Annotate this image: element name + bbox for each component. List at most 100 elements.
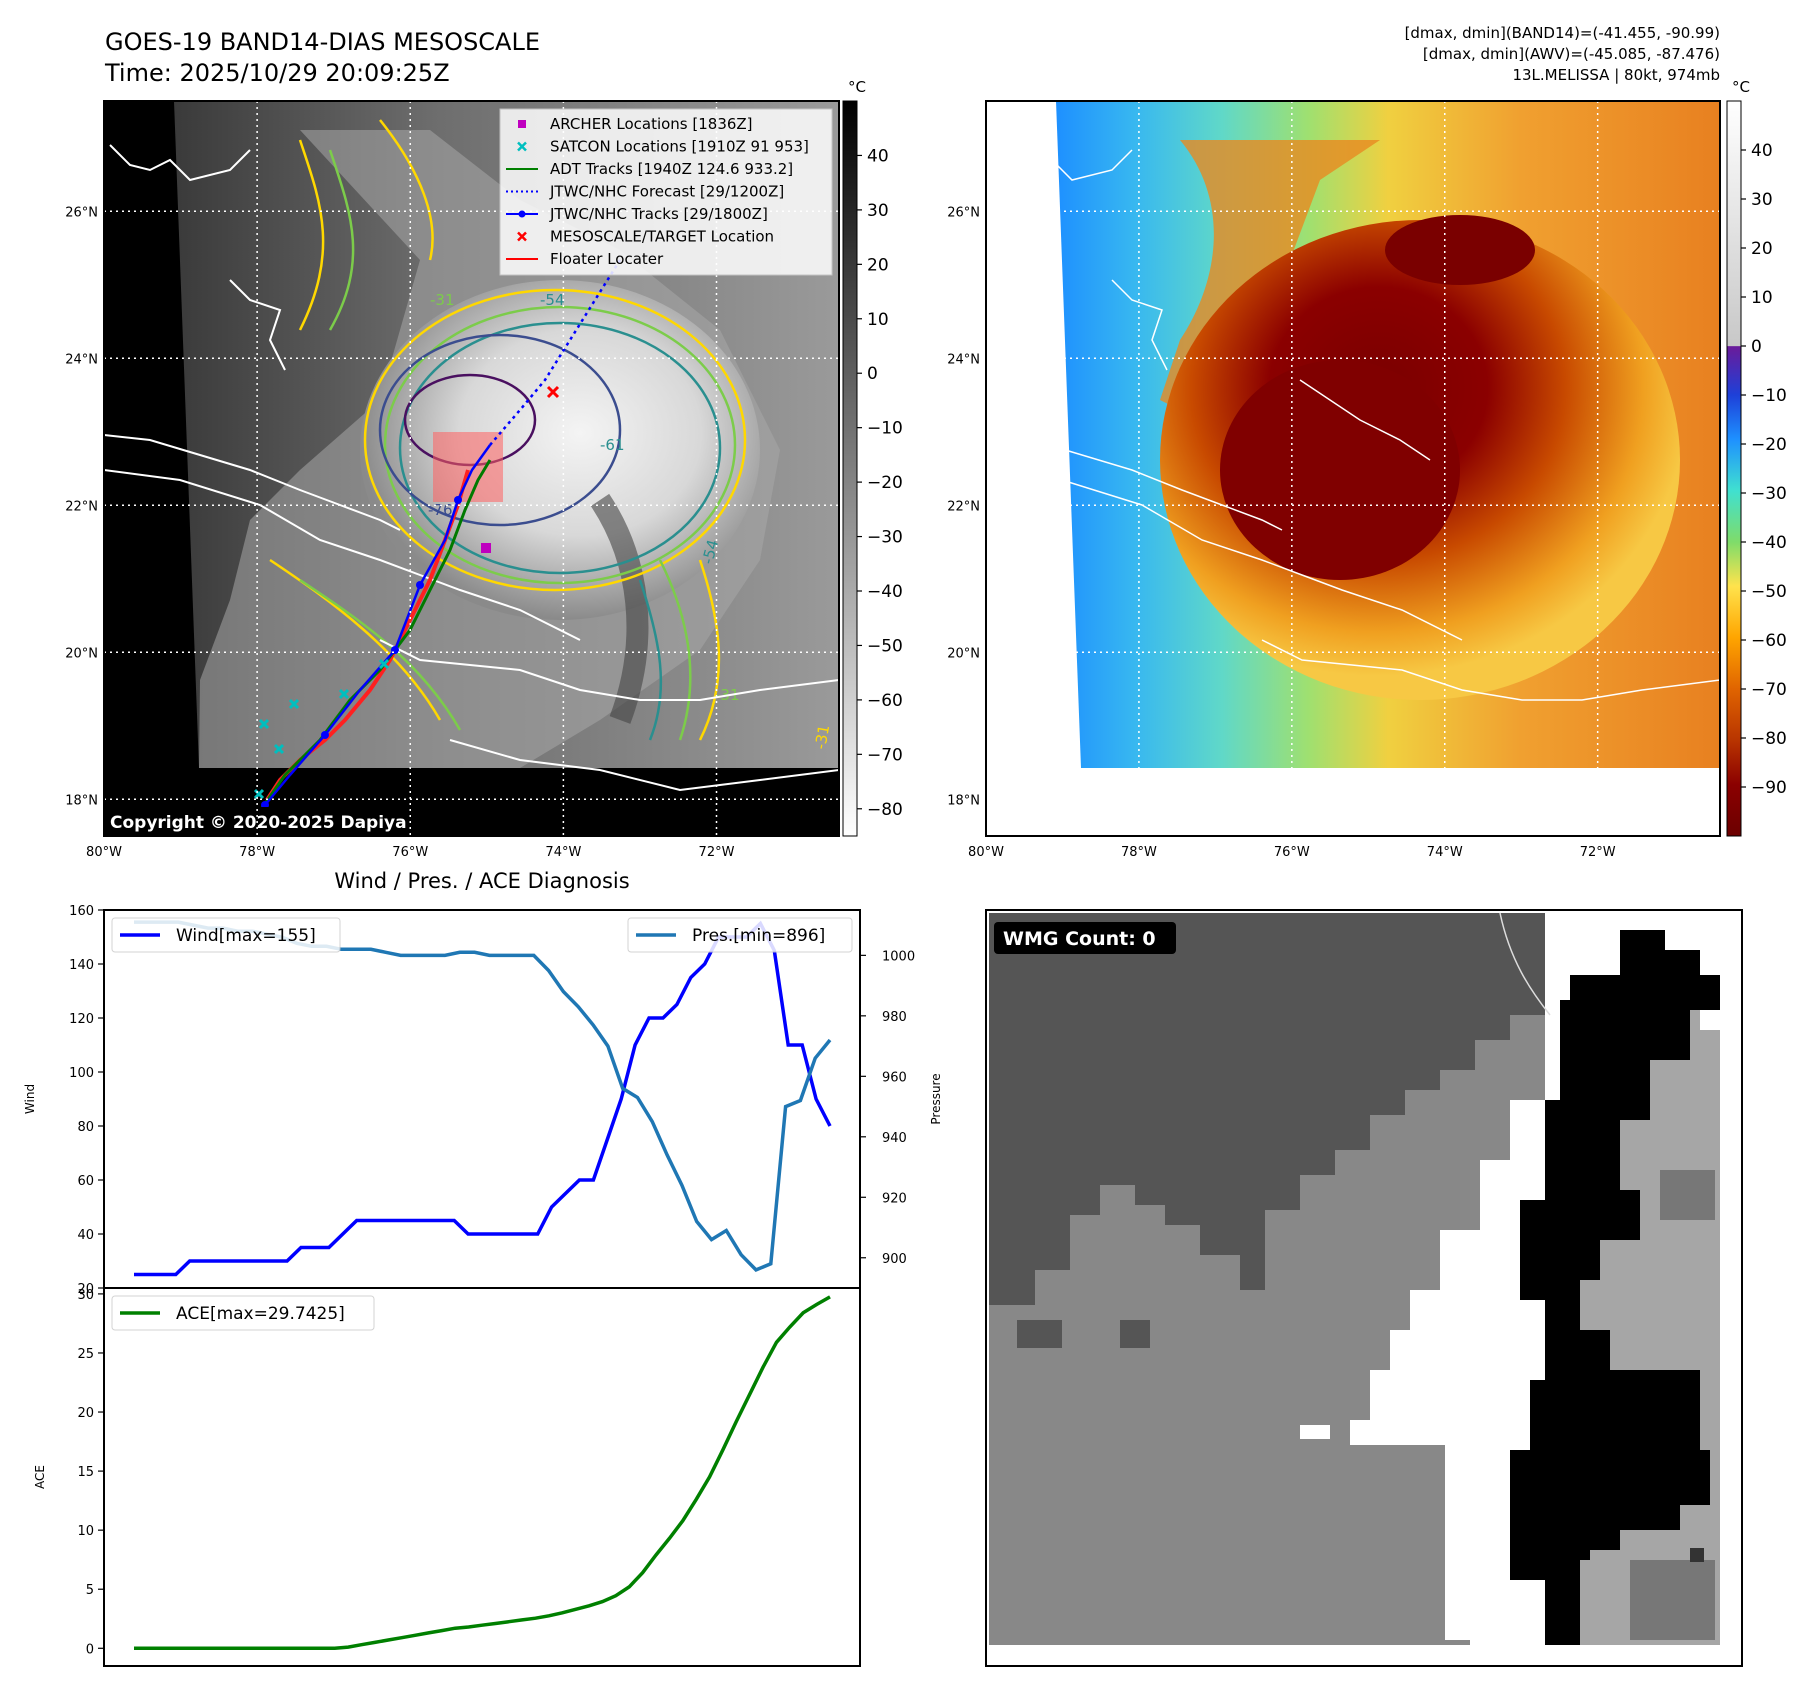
wmg-region-dark bbox=[989, 913, 1545, 1305]
lon-label: 74°W bbox=[545, 845, 581, 860]
plot-area bbox=[104, 910, 860, 1288]
contour-label: -31 bbox=[811, 723, 833, 750]
coastlines bbox=[104, 144, 839, 792]
legend-entry: ADT Tracks [1940Z 124.6 933.2] bbox=[506, 160, 793, 178]
wmg-label-box bbox=[994, 922, 1176, 954]
legend-marker bbox=[517, 141, 527, 152]
coastlines bbox=[986, 144, 1720, 701]
wmg-cell bbox=[1300, 1425, 1330, 1439]
legend-box bbox=[627, 917, 853, 953]
axis-tick-label: 25 bbox=[77, 1347, 94, 1362]
color-colorbar: °C 40 30 20 10 0 −10 −20 −30 −40 −50 −60 −70 −80 −90 bbox=[1726, 78, 1787, 837]
wmg-count-label: WMG Count: 0 bbox=[1003, 928, 1156, 950]
colorbar-tick-label: −20 bbox=[867, 473, 903, 493]
figure-time: Time: 2025/10/29 20:09:25Z bbox=[104, 59, 450, 87]
lon-label: 80°W bbox=[86, 845, 122, 860]
lon-axis-labels: 80°W 78°W 76°W 74°W 72°W bbox=[86, 845, 735, 860]
colorbar-tick-label: −60 bbox=[1751, 631, 1787, 651]
info-band14-range: [dmax, dmin](BAND14)=(-41.455, -90.99) bbox=[1405, 24, 1720, 42]
legend-label: ADT Tracks [1940Z 124.6 933.2] bbox=[550, 160, 793, 178]
figure-title: GOES-19 BAND14-DIAS MESOSCALE bbox=[105, 28, 540, 56]
lat-label: 26°N bbox=[65, 205, 98, 220]
target-location bbox=[546, 385, 560, 399]
colorbar-tick-label: 40 bbox=[1751, 141, 1773, 161]
lat-label: 22°N bbox=[947, 499, 980, 514]
axis-tick-label: 0 bbox=[86, 1642, 94, 1657]
colorbar-tick-label: −50 bbox=[1751, 582, 1787, 602]
axis-tick-label: 920 bbox=[882, 1191, 907, 1206]
axis-tick-label: 140 bbox=[69, 958, 94, 973]
legend-marker-dot bbox=[518, 210, 526, 218]
colorbar-unit: °C bbox=[1732, 78, 1750, 96]
axis-tick-label: 30 bbox=[77, 1288, 94, 1303]
wind-pressure-chart: Wind / Pres. / ACE Diagnosis 20 40 60 80 100… bbox=[23, 869, 943, 1297]
colorbar-tick-label: −70 bbox=[867, 745, 903, 765]
colorbar-tick-label: −70 bbox=[1751, 680, 1787, 700]
contour-label: -76 bbox=[428, 501, 453, 519]
lat-label: 26°N bbox=[947, 205, 980, 220]
colorbar-tick-label: 0 bbox=[1751, 337, 1762, 357]
lat-label: 18°N bbox=[65, 793, 98, 808]
wmg-cell bbox=[1660, 1170, 1715, 1220]
ace-axis-ticks: 0 5 10 15 20 25 30 bbox=[77, 1288, 104, 1657]
wmg-panel: WMG Count: 0 bbox=[985, 909, 1743, 1667]
legend-label: Floater Locater bbox=[550, 250, 664, 268]
map-legend: ARCHER Locations [1836Z] SATCON Locations… bbox=[499, 108, 833, 276]
contour-label: -61 bbox=[600, 436, 625, 454]
wmg-region-mid bbox=[989, 1015, 1545, 1645]
wmg-grid bbox=[989, 912, 1720, 1645]
axis-tick-label: 20 bbox=[77, 1406, 94, 1421]
axis-tick-label: 10 bbox=[77, 1524, 94, 1539]
legend-label: JTWC/NHC Forecast [29/1200Z] bbox=[549, 183, 784, 201]
ace-series-line bbox=[134, 1295, 831, 1651]
colorbar-tick-label: 10 bbox=[867, 310, 889, 330]
axis-tick-label: 20 bbox=[77, 1282, 94, 1297]
colorbar-tick-label: −20 bbox=[1751, 435, 1787, 455]
axis-tick-label: 1000 bbox=[882, 949, 915, 964]
floater-box bbox=[433, 432, 503, 502]
satcon-points bbox=[253, 658, 390, 800]
archer-point bbox=[481, 543, 491, 553]
colorbar-tick-label: −40 bbox=[867, 582, 903, 602]
lon-label: 72°W bbox=[699, 845, 735, 860]
axis-tick-label: 960 bbox=[882, 1070, 907, 1085]
legend-label: ARCHER Locations [1836Z] bbox=[550, 115, 753, 133]
ace-legend: ACE[max=29.7425] bbox=[111, 1295, 375, 1331]
lon-label: 78°W bbox=[239, 845, 275, 860]
lon-label: 76°W bbox=[392, 845, 428, 860]
axis-tick-label: 60 bbox=[77, 1174, 94, 1189]
ir-color-map: 26°N 24°N 22°N 20°N 18°N 80°W 78°W 76°W 74°W 72°… bbox=[947, 100, 1721, 860]
colorbar-tick-label: 10 bbox=[1751, 288, 1773, 308]
colorbar-tick-label: −50 bbox=[867, 636, 903, 656]
lat-label: 22°N bbox=[65, 499, 98, 514]
lon-axis-labels: 80°W 78°W 76°W 74°W 72°W bbox=[968, 845, 1616, 860]
axis-tick-label: 900 bbox=[882, 1252, 907, 1267]
wmg-region-black bbox=[1510, 930, 1720, 1645]
lon-label: 76°W bbox=[1274, 845, 1310, 860]
contour-label: -54 bbox=[540, 291, 565, 309]
contour-labels: -54 -31 -76 -61 -54 -31 -31 bbox=[428, 291, 833, 751]
map-gridlines bbox=[986, 101, 1720, 836]
wmg-cell bbox=[1120, 1320, 1150, 1348]
legend-entry: SATCON Locations [1910Z 91 953] bbox=[517, 138, 809, 156]
wmg-region-light bbox=[1580, 1010, 1720, 1645]
lon-label: 74°W bbox=[1427, 845, 1463, 860]
info-storm-name: 13L.MELISSA | 80kt, 974mb bbox=[1512, 66, 1720, 84]
lat-axis-labels: 26°N 24°N 22°N 20°N 18°N bbox=[65, 205, 98, 808]
plot-frame bbox=[103, 1287, 861, 1667]
axis-tick-label: 100 bbox=[69, 1066, 94, 1081]
lat-label: 24°N bbox=[65, 352, 98, 367]
pressure-legend-label: Pres.[min=896] bbox=[692, 926, 825, 946]
axis-tick-label: 980 bbox=[882, 1010, 907, 1025]
lat-axis-labels: 26°N 24°N 22°N 20°N 18°N bbox=[947, 205, 980, 808]
legend-label: MESOSCALE/TARGET Location bbox=[550, 228, 774, 246]
lon-label: 80°W bbox=[968, 845, 1004, 860]
axis-tick-label: 5 bbox=[86, 1583, 94, 1598]
colorbar-tick-label: 20 bbox=[867, 255, 889, 275]
colorbar-tick-label: −60 bbox=[867, 691, 903, 711]
legend-label: JTWC/NHC Tracks [29/1800Z] bbox=[549, 205, 768, 223]
legend-entry: ARCHER Locations [1836Z] bbox=[518, 115, 753, 133]
wmg-cell bbox=[1690, 1548, 1704, 1562]
colorbar-tick-label: −30 bbox=[1751, 484, 1787, 504]
wmg-region-clear bbox=[1350, 913, 1580, 1645]
